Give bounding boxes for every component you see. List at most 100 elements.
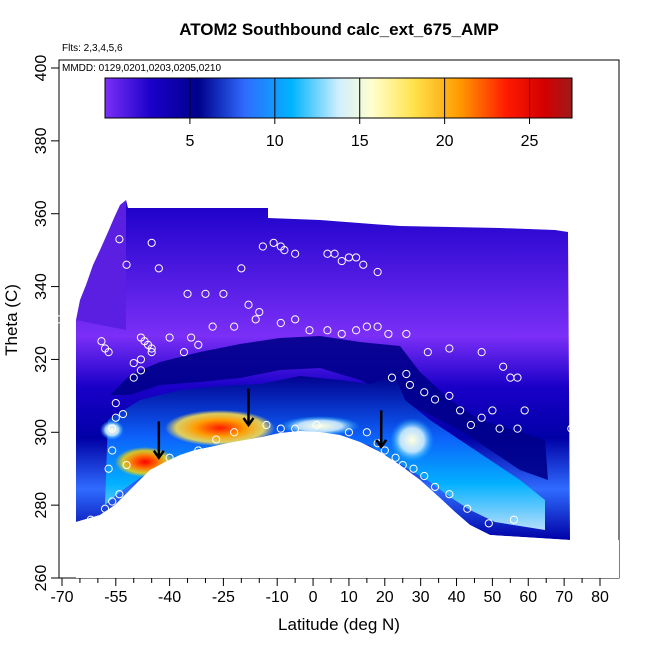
sample-point (445, 344, 454, 353)
y-tick-label: 300 (33, 419, 50, 446)
sample-point (538, 220, 547, 229)
dates-note: MMDD: 0129,0201,0203,0205,0210 (62, 63, 221, 74)
sample-point (423, 348, 432, 357)
sample-point (269, 238, 278, 247)
sample-point (291, 315, 300, 324)
colorbar: 5 10 15 20 25 (104, 77, 573, 150)
sample-point (255, 307, 264, 317)
sample-point (258, 242, 267, 251)
sample-point (183, 289, 192, 298)
x-tick-label: 40 (448, 589, 466, 606)
colorbar-tick-label: 25 (521, 133, 539, 150)
x-tick-label: -40 (158, 589, 181, 606)
sample-point (402, 329, 411, 339)
sample-point (495, 424, 504, 433)
sample-point (194, 340, 203, 349)
sample-point (430, 482, 440, 492)
sample-point (398, 460, 407, 470)
sample-point (237, 264, 246, 273)
x-tick-label: 20 (376, 589, 394, 606)
sample-point (61, 300, 70, 309)
sample-point (466, 420, 475, 430)
colorbar-tick-label: 5 (185, 133, 194, 150)
sample-point (176, 457, 185, 466)
sample-point (477, 413, 486, 422)
x-tick-label: 60 (519, 589, 537, 606)
sample-point (373, 267, 382, 277)
sample-point (154, 264, 163, 273)
y-axis-label: Theta (C) (2, 284, 21, 356)
sample-point (208, 322, 217, 331)
sample-point (179, 348, 189, 357)
y-tick-label: 400 (33, 55, 50, 82)
colorbar-ticks: 5 10 15 20 25 (185, 78, 539, 150)
sample-point (86, 515, 95, 524)
y-tick-label: 340 (33, 273, 50, 300)
sample-point (430, 395, 440, 404)
sample-point (61, 435, 70, 444)
sample-point (129, 358, 138, 368)
sample-point (108, 446, 117, 455)
sample-point (251, 315, 260, 324)
sample-point (65, 519, 74, 528)
sample-point (420, 388, 429, 397)
sample-point (445, 391, 454, 400)
sample-point (409, 464, 418, 473)
x-tick-label: 80 (591, 589, 609, 606)
sample-point (362, 322, 371, 331)
chart-title: ATOM2 Southbound calc_ext_675_AMP (179, 20, 499, 39)
sample-point (373, 322, 382, 331)
sample-point (291, 249, 300, 258)
arrow-head (375, 439, 388, 450)
sample-point (65, 450, 74, 459)
arrow-head (152, 450, 165, 460)
ground-mask (76, 431, 619, 578)
sample-point (111, 413, 120, 422)
sample-point (509, 515, 519, 524)
sample-point (104, 464, 113, 473)
sample-point (108, 497, 117, 506)
x-tick-label: 10 (340, 589, 358, 606)
sample-point (488, 406, 497, 415)
sample-point (147, 348, 156, 357)
sample-point (499, 362, 508, 371)
sample-point (402, 369, 411, 379)
x-tick-label: 70 (555, 589, 573, 606)
x-tick-label: 30 (412, 589, 430, 606)
sample-point (230, 322, 239, 331)
sample-point (276, 318, 285, 328)
y-tick-label: 360 (33, 200, 50, 227)
sample-point (513, 373, 522, 382)
y-tick-label: 260 (33, 565, 50, 592)
sample-point (122, 260, 131, 269)
y-tick-label: 280 (33, 492, 50, 519)
sample-point (115, 235, 124, 244)
sample-point (513, 424, 522, 433)
sample-point (108, 424, 117, 433)
x-tick-label: -10 (266, 589, 289, 606)
y-tick-label: 320 (33, 346, 50, 373)
sample-point (136, 366, 146, 375)
flights-note: Flts: 2,3,4,5,6 (62, 43, 123, 54)
left-edge-fill (76, 200, 126, 330)
sample-point (244, 300, 253, 309)
colorbar-tick-label: 20 (436, 133, 454, 150)
sample-point (147, 344, 156, 353)
sample-point (359, 260, 368, 269)
sample-point (520, 406, 529, 415)
sample-point (129, 373, 138, 382)
sample-point (352, 326, 361, 335)
sample-point (291, 424, 300, 433)
x-axis-label: Latitude (deg N) (278, 615, 400, 634)
sample-point (122, 460, 131, 470)
sample-point (147, 238, 156, 247)
x-tick-label: -55 (104, 589, 127, 606)
sample-point (567, 424, 576, 433)
colorbar-gradient (104, 77, 573, 119)
sample-point (337, 329, 346, 339)
sample-point (387, 373, 397, 382)
sample-point (362, 428, 371, 437)
sample-point (194, 446, 203, 455)
sample-point (484, 519, 493, 528)
